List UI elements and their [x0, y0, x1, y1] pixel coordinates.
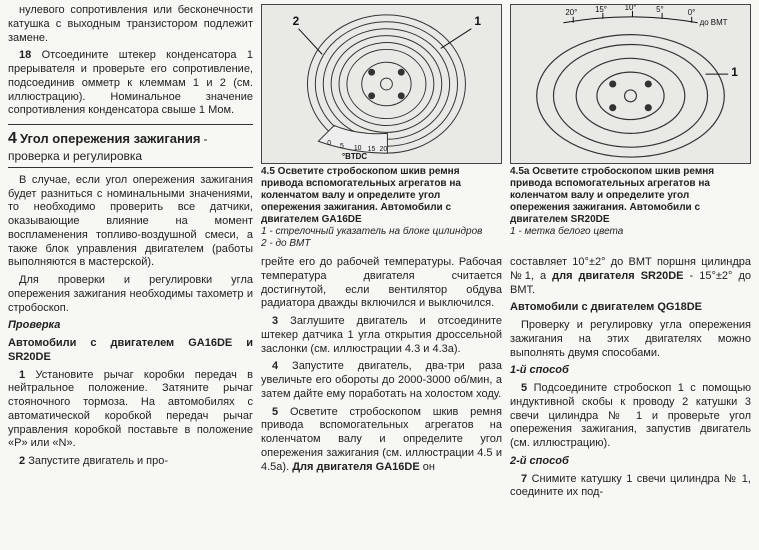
svg-text:1: 1: [474, 14, 481, 28]
figure-4-5a-caption: 4.5а Осветите стробоскопом шкив ремня пр…: [510, 166, 751, 238]
text: нулевого сопротивления или бесконечности…: [8, 4, 253, 45]
heading-method-1: 1-й способ: [510, 364, 751, 378]
figure-4-5-caption: 4.5 Осветите стробоскопом шкив ремня при…: [261, 166, 502, 250]
text: грейте его до рабочей температуры. Рабоч…: [261, 256, 502, 311]
heading-engines: Автомобили с двигателем GA16DE и SR20DE: [8, 337, 253, 365]
pulley-diagram-icon: 20° 15° 10° 5° 0° до ВМТ: [511, 5, 750, 163]
text: 3 Заглушите двигатель и отсоедините штек…: [261, 315, 502, 356]
step-num: 5: [521, 382, 527, 394]
heading-method-2: 2-й способ: [510, 455, 751, 469]
text: В случае, если угол опережения зажигания…: [8, 174, 253, 270]
svg-text:0: 0: [327, 140, 331, 147]
text: 5 Осветите стробоскопом шкив ремня приво…: [261, 406, 502, 475]
caption-bold: 4.5а Осветите стробоскопом шкив ремня пр…: [510, 166, 714, 225]
svg-text:до ВМТ: до ВМТ: [700, 18, 728, 27]
figure-4-5-image: 0 5 10 15 20 °BTDC 1 2: [261, 4, 502, 164]
bold-text: для двигателя SR20DE: [552, 270, 683, 282]
svg-text:5: 5: [340, 143, 344, 150]
svg-text:10°: 10°: [625, 5, 637, 12]
text: Для проверки и регулировки угла опережен…: [8, 274, 253, 315]
step-text: он: [420, 461, 435, 473]
step-num: 5: [272, 406, 278, 418]
text: 1 Установите рычаг коробки передач в ней…: [8, 369, 253, 452]
step-text: Заглушите двигатель и отсоедините штекер…: [261, 315, 502, 355]
step-text: Установите рычаг коробки передач в нейтр…: [8, 369, 253, 450]
caption-bold: 4.5 Осветите стробоскопом шкив ремня при…: [261, 166, 461, 225]
step-num: 7: [521, 473, 527, 485]
column-2: грейте его до рабочей температуры. Рабоч…: [261, 256, 502, 504]
svg-text:15°: 15°: [595, 5, 607, 14]
text: составляет 10°±2° до ВМТ поршня цилиндра…: [510, 256, 751, 297]
figure-row: 0 5 10 15 20 °BTDC 1 2 4.5 О: [261, 4, 751, 250]
caption-note: 2 - до ВМТ: [276, 238, 502, 250]
step-text: Снимите катушку 1 свечи цилиндра № 1, со…: [510, 473, 751, 499]
text: 7 Снимите катушку 1 свечи цилиндра № 1, …: [510, 473, 751, 501]
text: Проверку и регулировку угла опережения з…: [510, 319, 751, 360]
text: 2 Запустите двигатель и про-: [8, 455, 253, 469]
text: 5 Подсоедините стробоскоп 1 с помощью ин…: [510, 382, 751, 451]
text: 4 Запустите двигатель, два-три раза увел…: [261, 360, 502, 401]
svg-text:0°: 0°: [688, 8, 696, 17]
step-num: 4: [272, 360, 278, 372]
bold-text: Для двигателя GA16DE: [292, 461, 420, 473]
svg-text:20: 20: [380, 146, 388, 153]
sec-num: 4: [8, 130, 17, 147]
svg-text:1: 1: [731, 65, 738, 79]
column-3: составляет 10°±2° до ВМТ поршня цилиндра…: [510, 256, 751, 504]
caption-note: 1 - метка белого цвета: [525, 226, 751, 238]
step-text: Отсоедините штекер конденсатора 1 прерыв…: [8, 49, 253, 116]
step-num: 18: [19, 49, 31, 61]
heading-engines-qg: Автомобили с двигателем QG18DE: [510, 301, 751, 315]
svg-text:°BTDC: °BTDC: [342, 152, 367, 161]
column-1: нулевого сопротивления или бесконечности…: [8, 4, 253, 504]
sec-main: Угол опережения зажигания: [20, 131, 200, 146]
figure-4-5a: 20° 15° 10° 5° 0° до ВМТ: [510, 4, 751, 250]
pulley-diagram-icon: 0 5 10 15 20 °BTDC 1 2: [262, 5, 501, 163]
figure-4-5: 0 5 10 15 20 °BTDC 1 2 4.5 О: [261, 4, 502, 250]
step-num: 2: [19, 455, 25, 467]
svg-text:20°: 20°: [565, 8, 577, 17]
svg-text:2: 2: [293, 14, 300, 28]
heading-check: Проверка: [8, 319, 253, 333]
step-num: 3: [272, 315, 278, 327]
svg-text:5°: 5°: [656, 5, 664, 14]
svg-text:15: 15: [368, 146, 376, 153]
step-text: Подсоедините стробоскоп 1 с помощью инду…: [510, 382, 751, 449]
caption-note: 1 - стрелочный указатель на блоке цилинд…: [276, 226, 502, 238]
step-text: Запустите двигатель и про-: [28, 455, 168, 467]
text: 18 Отсоедините штекер конденсатора 1 пре…: [8, 49, 253, 118]
step-num: 1: [19, 369, 25, 381]
figure-4-5a-image: 20° 15° 10° 5° 0° до ВМТ: [510, 4, 751, 164]
step-text: Запустите двигатель, два-три раза увелич…: [261, 360, 502, 400]
section-4-title: 4 Угол опережения зажигания - проверка и…: [8, 124, 253, 168]
